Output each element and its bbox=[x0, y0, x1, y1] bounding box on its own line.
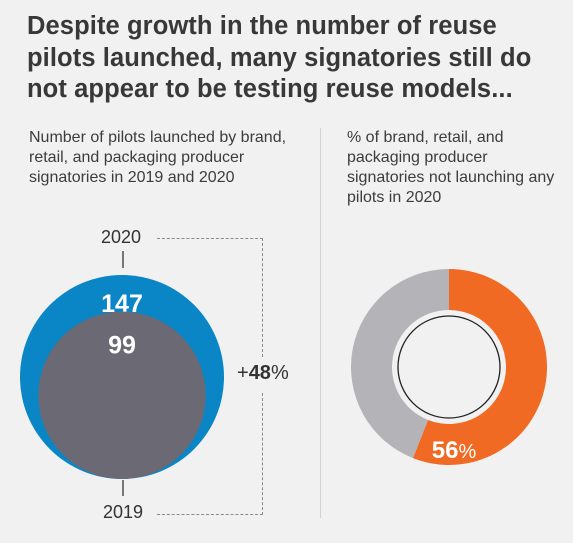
bubble-value-label-2019: 99 bbox=[108, 332, 136, 360]
tick-line-2020 bbox=[122, 251, 124, 268]
bubble-2019 bbox=[38, 311, 206, 479]
growth-unit: % bbox=[270, 362, 289, 384]
bubble-chart-subtitle: Number of pilots launched by brand, reta… bbox=[29, 129, 287, 186]
bracket-top-dashed bbox=[157, 238, 263, 357]
divider-line bbox=[320, 128, 321, 518]
donut-inner-ring bbox=[397, 315, 501, 419]
year-label-2020: 2020 bbox=[101, 227, 142, 247]
donut-chart: 56% bbox=[351, 269, 547, 465]
growth-value: 48 bbox=[248, 362, 271, 384]
donut-value-label: 56% bbox=[432, 437, 477, 464]
year-label-2019: 2019 bbox=[103, 502, 144, 522]
chart-title: Despite growth in the number of reuse pi… bbox=[27, 12, 532, 103]
growth-sign: + bbox=[237, 362, 249, 384]
donut-slice-1 bbox=[351, 269, 449, 459]
growth-label: +48% bbox=[237, 362, 289, 385]
donut-value-unit: % bbox=[458, 441, 476, 463]
tick-line-2019 bbox=[122, 480, 124, 496]
bracket-bottom-dashed bbox=[157, 393, 263, 515]
donut-value-number: 56 bbox=[432, 437, 459, 464]
donut-slice-0 bbox=[412, 269, 547, 465]
donut-chart-subtitle: % of brand, retail, and packaging produc… bbox=[347, 129, 555, 206]
